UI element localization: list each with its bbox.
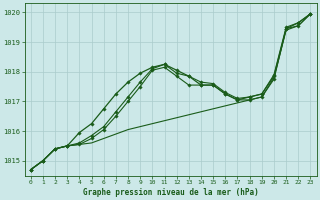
X-axis label: Graphe pression niveau de la mer (hPa): Graphe pression niveau de la mer (hPa): [83, 188, 259, 197]
